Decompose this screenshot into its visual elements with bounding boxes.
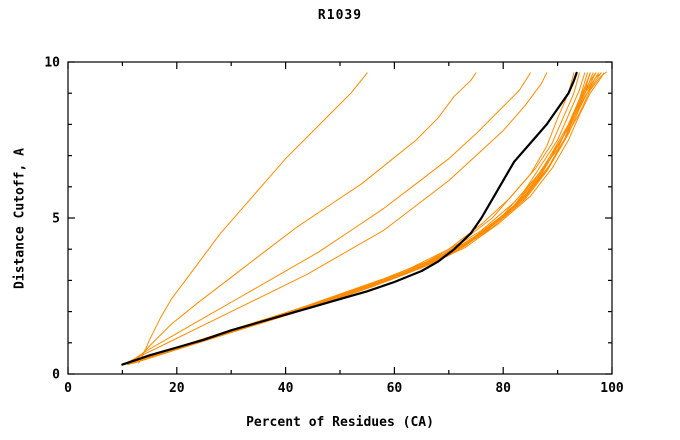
y-tick-label: 10 [44, 56, 60, 71]
series-lines [121, 71, 608, 366]
orange-curve-11 [132, 72, 597, 364]
orange-curve-5 [121, 72, 575, 366]
x-axis-label: Percent of Residues (CA) [246, 415, 434, 430]
x-tick-label: 20 [169, 381, 185, 396]
x-tick-label: 40 [278, 381, 294, 396]
orange-curve-15 [121, 72, 599, 366]
orange-curve-14 [132, 72, 602, 364]
black-curve [121, 71, 578, 366]
orange-curve-1 [138, 72, 368, 364]
y-tick-label: 0 [52, 368, 60, 383]
x-tick-label: 80 [495, 381, 511, 396]
x-tick-label: 60 [387, 381, 403, 396]
orange-curve-4 [121, 72, 548, 366]
orange-curve-8 [121, 72, 588, 366]
axis-ticks [67, 61, 613, 375]
orange-curve-12 [121, 72, 594, 366]
x-tick-label: 0 [64, 381, 72, 396]
orange-curve-6 [127, 72, 580, 366]
orange-curve-2 [132, 72, 477, 364]
orange-curve-13 [127, 72, 597, 364]
axis-frame [67, 61, 613, 375]
y-tick-label: 5 [52, 212, 60, 227]
chart-title: R1039 [317, 8, 363, 23]
tick-labels: 0 20 40 60 80 100 0 5 10 [44, 56, 624, 397]
orange-curve-3 [127, 72, 531, 364]
x-tick-label: 100 [600, 381, 624, 396]
orange-curve-10 [127, 72, 591, 366]
orange-curve-9 [138, 72, 591, 362]
